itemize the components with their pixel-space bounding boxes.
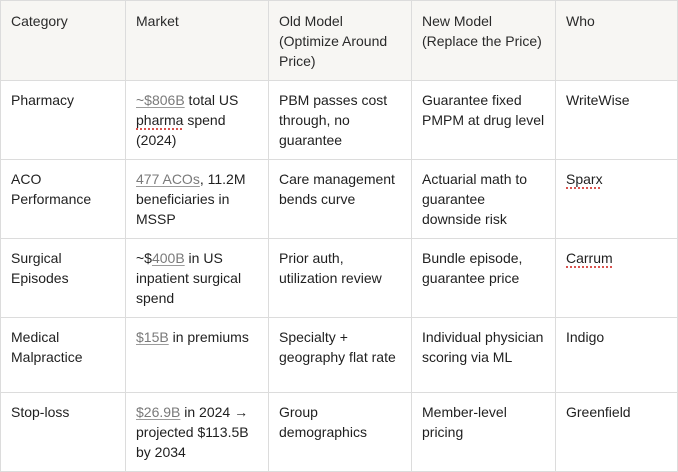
header-new-model: New Model (Replace the Price) — [411, 0, 556, 81]
market-link[interactable]: 477 ACOs — [136, 171, 200, 187]
cell-new-model: Individual physician scoring via ML — [411, 317, 556, 393]
market-text: in US inpatient surgical spend — [136, 250, 242, 306]
cell-who: Indigo — [555, 317, 678, 393]
market-text: total US — [184, 92, 239, 108]
cell-old-model: Group demographics — [268, 392, 412, 472]
market-link[interactable]: ~$806B — [136, 92, 185, 108]
cell-who: Greenfield — [555, 392, 678, 472]
cell-market: ~$400B in US inpatient surgical spend — [125, 238, 269, 318]
header-old-model: Old Model (Optimize Around Price) — [268, 0, 412, 81]
cell-market: 477 ACOs, 11.2M beneficiaries in MSSP — [125, 159, 269, 239]
who-text: Greenfield — [566, 404, 631, 420]
market-text: in premiums — [168, 329, 249, 345]
table-row: Medical Malpractice $15B in premiums Spe… — [0, 317, 678, 393]
cell-old-model: Prior auth, utilization review — [268, 238, 412, 318]
cell-category: Medical Malpractice — [0, 317, 126, 393]
market-text: , 11.2M beneficiaries in MSSP — [136, 171, 246, 227]
table-row: Pharmacy ~$806B total US pharma spend (2… — [0, 80, 678, 160]
spellcheck-word[interactable]: Sparx — [566, 171, 603, 187]
cell-new-model: Member-level pricing — [411, 392, 556, 472]
header-category: Category — [0, 0, 126, 81]
market-text: spend (2024) — [136, 112, 226, 148]
table-header: Category Market Old Model (Optimize Arou… — [0, 0, 678, 81]
cell-category: Pharmacy — [0, 80, 126, 160]
cell-market: $15B in premiums — [125, 317, 269, 393]
cell-new-model: Bundle episode, guarantee price — [411, 238, 556, 318]
cell-category: Stop-loss — [0, 392, 126, 472]
cell-old-model: PBM passes cost through, no guarantee — [268, 80, 412, 160]
cell-who: Carrum — [555, 238, 678, 318]
cell-old-model: Specialty + geography flat rate — [268, 317, 412, 393]
table-row: Surgical Episodes ~$400B in US inpatient… — [0, 238, 678, 318]
cell-category: ACO Performance — [0, 159, 126, 239]
cell-who: Sparx — [555, 159, 678, 239]
market-link[interactable]: $26.9B — [136, 404, 181, 420]
cell-market: ~$806B total US pharma spend (2024) — [125, 80, 269, 160]
market-link[interactable]: $15B — [136, 329, 169, 345]
spellcheck-word[interactable]: pharma — [136, 112, 184, 128]
table-row: Stop-loss $26.9B in 2024 → projected $11… — [0, 392, 678, 472]
header-who: Who — [555, 0, 678, 81]
cell-old-model: Care management bends curve — [268, 159, 412, 239]
who-text: Indigo — [566, 329, 605, 345]
header-row: Category Market Old Model (Optimize Arou… — [0, 0, 678, 81]
spellcheck-word[interactable]: Carrum — [566, 250, 613, 266]
cell-category: Surgical Episodes — [0, 238, 126, 318]
cell-who: WriteWise — [555, 80, 678, 160]
market-link[interactable]: 400B — [151, 250, 185, 266]
header-market: Market — [125, 0, 269, 81]
table-row: ACO Performance 477 ACOs, 11.2M benefici… — [0, 159, 678, 239]
cell-new-model: Guarantee fixed PMPM at drug level — [411, 80, 556, 160]
cell-market: $26.9B in 2024 → projected $113.5B by 20… — [125, 392, 269, 472]
who-text: WriteWise — [566, 92, 630, 108]
table-body: Pharmacy ~$806B total US pharma spend (2… — [0, 80, 678, 472]
cell-new-model: Actuarial math to guarantee downside ris… — [411, 159, 556, 239]
market-text: ~$ — [136, 250, 152, 266]
